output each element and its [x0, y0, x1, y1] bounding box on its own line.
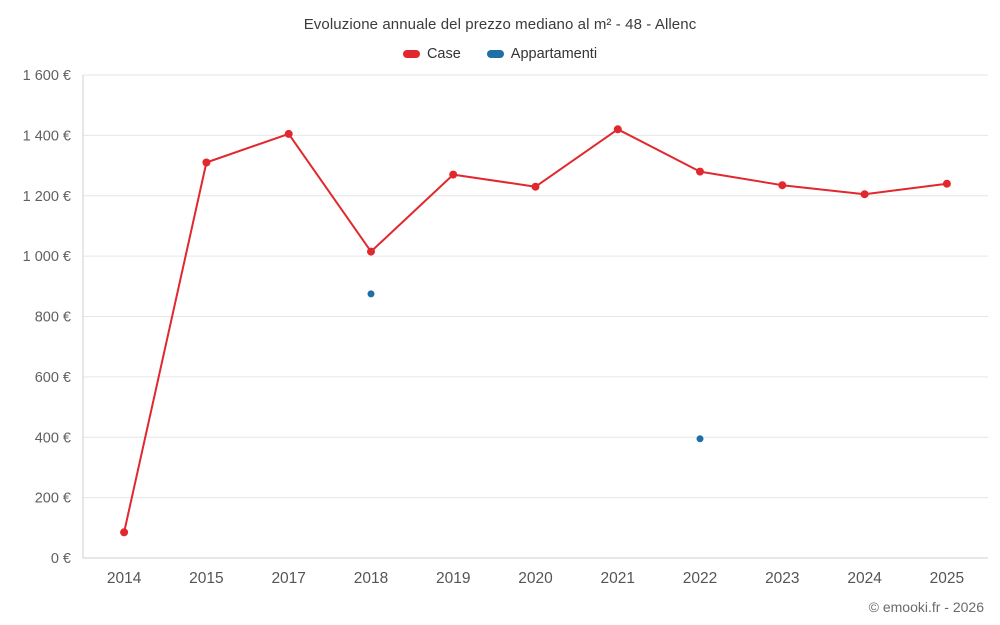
x-axis-label: 2017 — [271, 570, 305, 587]
x-axis-label: 2021 — [601, 570, 635, 587]
case-point[interactable] — [284, 129, 293, 138]
case-point[interactable] — [696, 167, 704, 176]
chart-title: Evoluzione annuale del prezzo mediano al… — [303, 16, 697, 33]
appartamenti-point[interactable] — [696, 435, 704, 443]
x-axis-label: 2025 — [930, 570, 964, 587]
case-legend-label: Case — [426, 46, 461, 62]
y-axis-label: 0 € — [51, 551, 71, 567]
y-axis-label: 1 400 € — [23, 128, 71, 144]
copyright: © emooki.fr - 2026 — [868, 599, 984, 615]
appartamenti-legend-marker — [486, 50, 504, 58]
x-axis-label: 2022 — [683, 570, 717, 587]
x-axis-label: 2019 — [436, 570, 470, 587]
y-axis-label: 800 € — [35, 310, 71, 326]
y-axis-label: 400 € — [35, 430, 71, 446]
case-legend-marker — [402, 50, 420, 58]
case-point[interactable] — [613, 125, 622, 134]
legend-item-appartamenti[interactable]: Appartamenti — [486, 46, 598, 62]
case-point[interactable] — [367, 247, 375, 256]
case-point[interactable] — [860, 190, 869, 199]
y-axis-label: 600 € — [35, 370, 71, 386]
y-axis-label: 1 000 € — [23, 249, 71, 265]
case-point[interactable] — [778, 181, 787, 190]
legend-item-case[interactable]: Case — [402, 46, 461, 62]
y-axis-label: 200 € — [35, 491, 71, 507]
appartamenti-legend-label: Appartamenti — [510, 46, 598, 62]
case-point[interactable] — [449, 170, 458, 179]
x-axis-label: 2020 — [518, 570, 553, 587]
appartamenti-point[interactable] — [367, 290, 375, 298]
x-axis-label: 2018 — [354, 570, 388, 587]
x-axis-label: 2024 — [847, 570, 882, 587]
y-axis-label: 1 600 € — [23, 68, 71, 84]
y-axis-label: 1 200 € — [23, 189, 71, 205]
legend: Case Appartamenti — [0, 46, 1000, 62]
x-axis-label: 2023 — [765, 570, 799, 587]
case-point[interactable] — [120, 528, 129, 537]
case-point[interactable] — [202, 158, 211, 167]
x-axis-label: 2014 — [107, 570, 142, 587]
x-axis-label: 2015 — [189, 570, 223, 587]
case-point[interactable] — [531, 182, 540, 191]
case-point[interactable] — [942, 179, 951, 188]
